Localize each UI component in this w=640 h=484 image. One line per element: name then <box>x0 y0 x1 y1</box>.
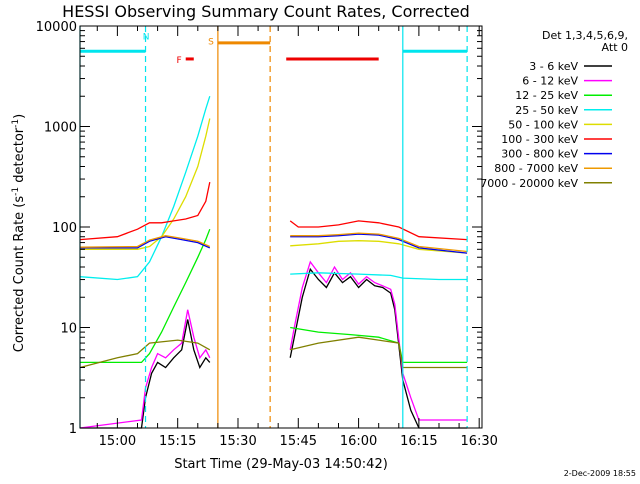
x-tick-label: 16:30 <box>460 434 497 449</box>
y-tick-label: 10000 <box>36 20 77 35</box>
series-line <box>290 326 468 364</box>
legend-label: 300 - 800 keV <box>501 148 578 161</box>
saa-flag-label: S <box>208 37 214 47</box>
legend-label: 12 - 25 keV <box>515 89 578 102</box>
x-tick-label: 15:45 <box>280 434 317 449</box>
series-line <box>290 233 468 254</box>
legend-label: 800 - 7000 keV <box>494 162 578 175</box>
series-300-800-kev <box>80 233 468 254</box>
series-line <box>290 240 468 254</box>
series-line <box>80 236 211 249</box>
footer-date: 2-Dec-2009 18:55 <box>564 469 636 478</box>
series-line <box>290 232 468 253</box>
legend-header-line-1: Det 1,3,4,5,6,9, <box>542 29 628 42</box>
night-flag-label: N <box>143 33 150 43</box>
series-line <box>79 235 211 248</box>
legend-label: 3 - 6 keV <box>529 60 578 73</box>
legend-header-line-2: Att 0 <box>602 41 628 54</box>
x-axis-label: Start Time (29-May-03 14:50:42) <box>174 457 388 472</box>
legend-label: 7000 - 20000 keV <box>480 177 578 190</box>
plot-area: N F S <box>79 25 483 429</box>
flare-flag-label: F <box>177 56 182 66</box>
series-line <box>290 336 468 369</box>
series-line <box>79 181 211 241</box>
legend-label: 100 - 300 keV <box>501 133 578 146</box>
series-25-50-kev <box>79 96 468 281</box>
y-tick-label: 100 <box>52 221 77 236</box>
legend: Det 1,3,4,5,6,9, Att 0 3 - 6 keV 6 - 12 k… <box>480 29 628 190</box>
chart-title: HESSI Observing Summary Count Rates, Cor… <box>62 2 470 21</box>
legend-label: 50 - 100 keV <box>508 118 578 131</box>
series-line <box>289 267 468 429</box>
series-line <box>80 118 211 250</box>
x-tick-label: 16:15 <box>400 434 437 449</box>
legend-label: 6 - 12 keV <box>522 75 578 88</box>
axes: 1 10 100 1000 10000 15:00 15:15 15:30 15:45 16:00… <box>36 20 498 449</box>
series-7000-20000-kev <box>79 336 468 369</box>
y-tick-label: 1 <box>69 422 77 437</box>
series-line <box>79 96 211 281</box>
y-axis-label: Corrected Count Rate (s-1 detector-1) <box>11 114 27 352</box>
legend-label: 25 - 50 keV <box>515 104 578 117</box>
series-line <box>289 220 468 241</box>
series-line <box>79 309 211 429</box>
y-tick-label: 10 <box>60 322 77 337</box>
x-tick-label: 15:15 <box>159 434 196 449</box>
series-3-6-kev <box>80 267 468 429</box>
series-line <box>79 339 211 369</box>
x-tick-label: 15:00 <box>99 434 136 449</box>
series-50-100-kev <box>80 118 468 254</box>
series-line <box>289 260 468 421</box>
series-line <box>290 272 468 281</box>
x-tick-label: 16:00 <box>340 434 377 449</box>
series-100-300-kev <box>79 181 468 241</box>
y-tick-label: 1000 <box>44 121 77 136</box>
series-line <box>80 319 211 429</box>
series-800-7000-kev <box>79 232 468 253</box>
x-tick-label: 15:30 <box>219 434 256 449</box>
